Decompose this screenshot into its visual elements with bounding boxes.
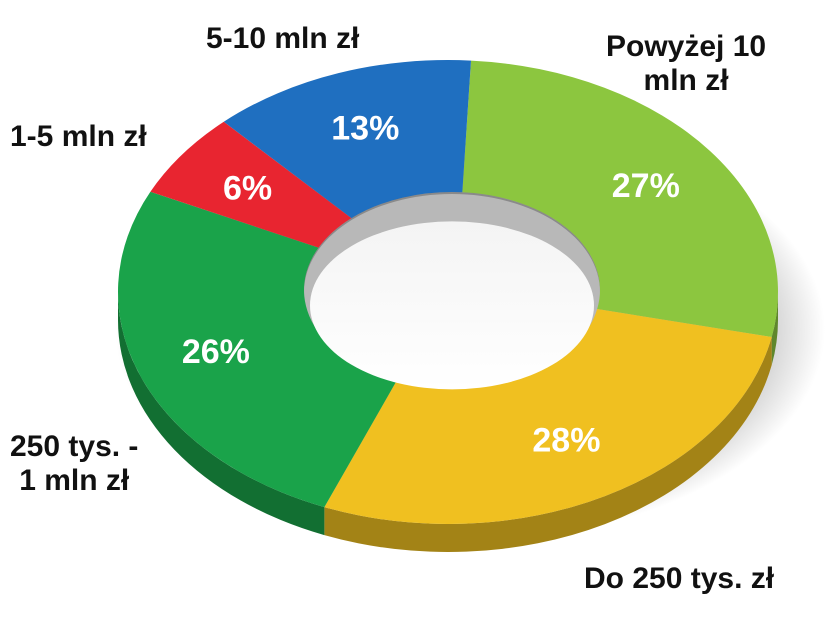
donut-hole	[310, 221, 594, 390]
slice-side-powyzej-10-mln-zl	[771, 292, 778, 366]
data-labels: 27% 28% 26% 6% 13%	[182, 110, 680, 460]
slice-1-5-mln-zl	[150, 121, 352, 248]
slice-side-do-250-tys-zl	[324, 337, 772, 552]
donut-slices	[118, 60, 778, 524]
category-label-powyzej-10: Powyżej 10 mln zł	[606, 30, 767, 97]
data-label-5-10-mln-zl: 13%	[331, 110, 399, 148]
data-label-do-250-tys-zl: 28%	[532, 421, 600, 459]
category-label-5-10: 5-10 mln zł	[206, 22, 360, 55]
slice-do-250-tys-zl	[324, 309, 772, 524]
category-label-1-5: 1-5 mln zł	[10, 120, 147, 153]
category-label-do-250: Do 250 tys. zł	[584, 562, 775, 595]
donut-sides	[118, 292, 778, 552]
slice-250-tys-1-mln-zl	[118, 191, 397, 508]
data-label-250-tys-1-mln-zl: 26%	[182, 333, 250, 371]
slice-5-10-mln-zl	[223, 60, 472, 219]
slice-powyzej-10-mln-zl	[462, 60, 778, 338]
data-label-1-5-mln-zl: 6%	[223, 170, 272, 208]
slice-side-250-tys-1-mln-zl	[118, 292, 325, 536]
category-label-250-1mln: 250 tys. - 1 mln zł	[10, 430, 139, 497]
data-label-powyzej-10-mln-zl: 27%	[612, 167, 680, 205]
